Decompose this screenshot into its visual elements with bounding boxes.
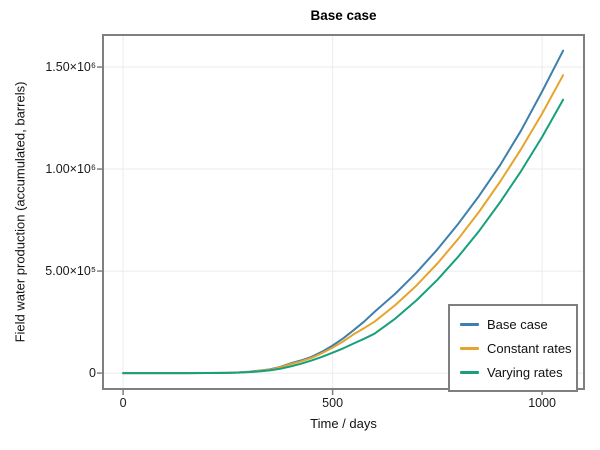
series-line [122,98,565,375]
legend-item-label: Base case [487,316,548,332]
y-tick-label: 1.50×10⁶ [45,60,96,75]
legend-item-label: Constant rates [487,340,572,356]
x-axis-label: Time / days [310,416,377,431]
legend-line-swatch [460,322,479,326]
x-tick-label: 500 [322,396,344,410]
legend-line-swatch [460,346,479,350]
y-axis-label: Field water production (accumulated, bar… [12,81,28,343]
x-tick-label: 0 [119,396,127,410]
y-tick-label: 0 [89,366,96,381]
y-tick-label: 1.00×10⁶ [45,162,96,177]
legend-item: Base case [460,312,568,336]
legend: Base case Constant rates Varying rates [448,304,578,392]
chart-title: Base case [310,8,377,23]
legend-item: Constant rates [460,336,572,360]
legend-line-swatch [460,370,479,374]
legend-item-label: Varying rates [487,364,563,380]
y-tick-label: 5.00×10⁵ [45,264,96,279]
legend-item: Varying rates [460,360,568,384]
x-tick-label: 1000 [528,396,556,410]
plot-frame [102,34,585,390]
